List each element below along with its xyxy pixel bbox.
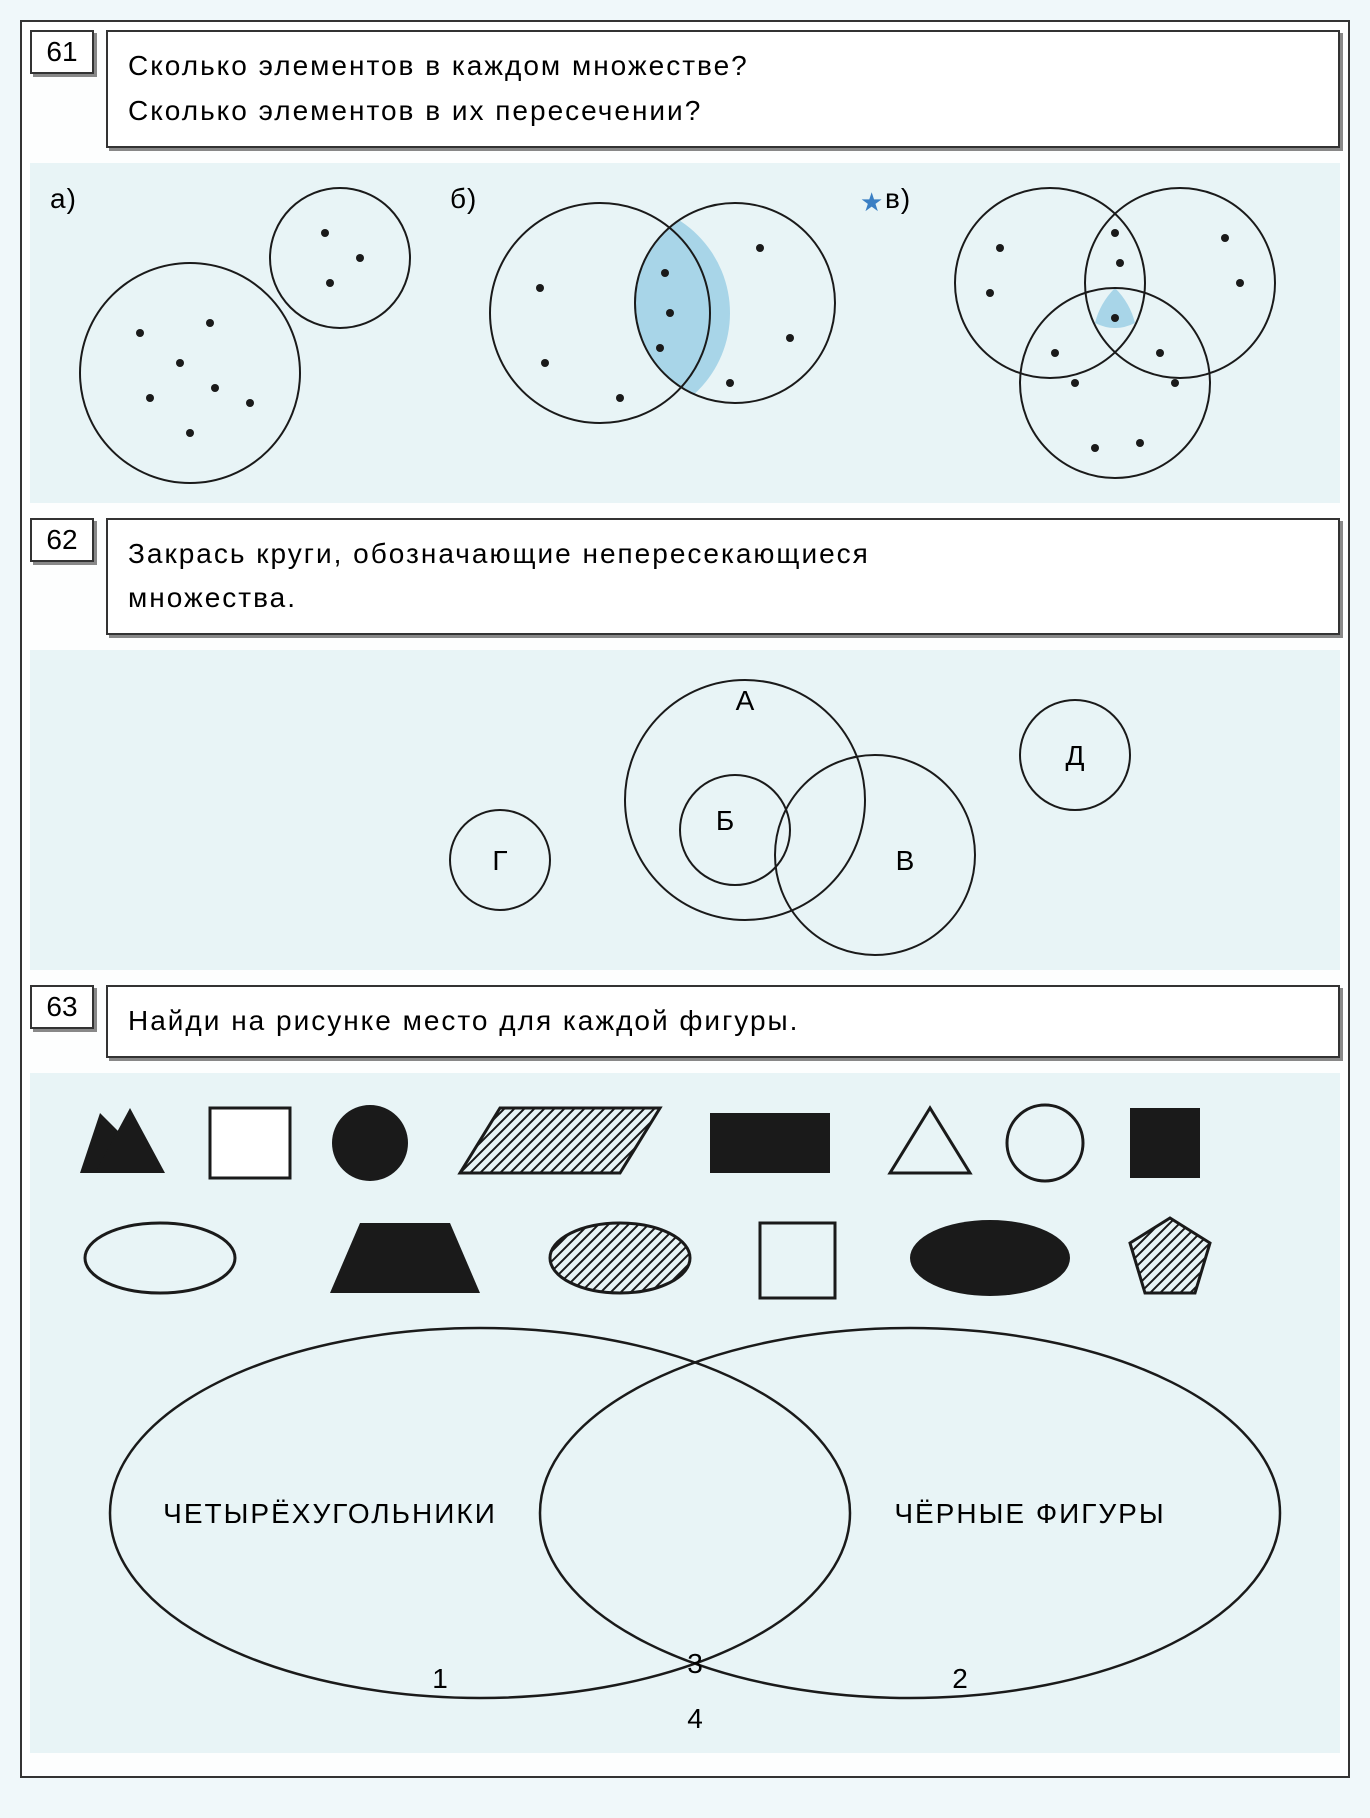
task-62-text: Закрась круги, обозначающие непересекающ… bbox=[106, 518, 1340, 636]
task-61: 61 Сколько элементов в каждом множестве?… bbox=[30, 30, 1340, 503]
diagram-61b: б) bbox=[450, 173, 870, 493]
task-61-header: 61 Сколько элементов в каждом множестве?… bbox=[30, 30, 1340, 148]
venn-right-label: ЧЁРНЫЕ ФИГУРЫ bbox=[894, 1498, 1165, 1529]
star-icon: ★ bbox=[860, 187, 883, 218]
label-61a: а) bbox=[50, 183, 77, 215]
task-61-diagram: а) б) bbox=[30, 163, 1340, 503]
task-62-line1: Закрась круги, обозначающие непересекающ… bbox=[128, 538, 870, 569]
task-63-text: Найди на рисунке место для каждой фигуры… bbox=[106, 985, 1340, 1058]
region-4: 4 bbox=[687, 1703, 703, 1733]
venn-left-label: ЧЕТЫРЁХУГОЛЬНИКИ bbox=[163, 1498, 497, 1529]
circle-label-d: Д bbox=[1066, 740, 1085, 771]
task-61-text: Сколько элементов в каждом множестве? Ск… bbox=[106, 30, 1340, 148]
diagram-61a: а) bbox=[50, 173, 450, 493]
region-2: 2 bbox=[952, 1663, 968, 1694]
worksheet-page: 61 Сколько элементов в каждом множестве?… bbox=[20, 20, 1350, 1778]
task-62-line2: множества. bbox=[128, 582, 297, 613]
diagram-61c: ★ в) bbox=[870, 173, 1310, 493]
task-number-61: 61 bbox=[30, 30, 94, 74]
task-61-line1: Сколько элементов в каждом множестве? bbox=[128, 50, 749, 81]
task-62-header: 62 Закрась круги, обозначающие непересек… bbox=[30, 518, 1340, 636]
label-61c: в) bbox=[885, 183, 911, 215]
region-3: 3 bbox=[687, 1648, 703, 1679]
svg-61c bbox=[870, 173, 1310, 493]
task-62-diagram: Г А Б В Д bbox=[30, 650, 1340, 970]
task-number-63: 63 bbox=[30, 985, 94, 1029]
task-61-line2: Сколько элементов в их пересечении? bbox=[128, 95, 702, 126]
task-62: 62 Закрась круги, обозначающие непересек… bbox=[30, 518, 1340, 971]
circle-label-a: А bbox=[736, 685, 755, 716]
label-61b: б) bbox=[450, 183, 477, 215]
task-63-diagram: ЧЕТЫРЁХУГОЛЬНИКИ ЧЁРНЫЕ ФИГУРЫ 1 2 3 4 bbox=[30, 1073, 1340, 1753]
task-number-62: 62 bbox=[30, 518, 94, 562]
circle-label-b: Б bbox=[716, 805, 734, 836]
task-63: 63 Найди на рисунке место для каждой фиг… bbox=[30, 985, 1340, 1753]
venn-svg: ЧЕТЫРЁХУГОЛЬНИКИ ЧЁРНЫЕ ФИГУРЫ 1 2 3 4 bbox=[60, 1313, 1320, 1733]
shapes-svg bbox=[60, 1093, 1320, 1313]
region-1: 1 bbox=[432, 1663, 448, 1694]
svg-61b bbox=[450, 173, 870, 493]
svg-62: Г А Б В Д bbox=[185, 660, 1185, 960]
circle-label-v: В bbox=[896, 845, 915, 876]
task-63-header: 63 Найди на рисунке место для каждой фиг… bbox=[30, 985, 1340, 1058]
circle-label-g: Г bbox=[492, 845, 507, 876]
svg-61a bbox=[50, 173, 450, 493]
